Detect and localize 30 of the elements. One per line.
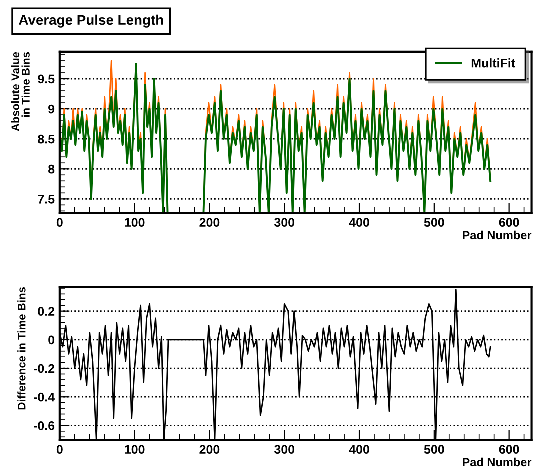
x-tick-label: 600 xyxy=(499,218,520,228)
y-tick-label: 0 xyxy=(48,336,55,345)
x-tick-label: 600 xyxy=(499,445,520,454)
x-tick-label: 0 xyxy=(56,218,63,228)
x-tick-label: 500 xyxy=(424,445,444,454)
x-tick-label: 200 xyxy=(200,445,220,454)
x-tick-label: 0 xyxy=(56,445,63,454)
y-tick-label: -0.2 xyxy=(34,364,55,374)
y-axis-title: Difference in Time Bins xyxy=(18,287,26,410)
x-tick-label: 300 xyxy=(274,218,295,228)
y-tick-label: 7.5 xyxy=(38,195,55,204)
y-tick-label: -0.4 xyxy=(34,392,55,402)
x-axis-title: Pad Number xyxy=(463,458,532,467)
chart-title: Average Pulse Length xyxy=(19,14,164,28)
y-tick-label: 8 xyxy=(48,164,55,174)
x-axis-title: Pad Number xyxy=(463,230,532,240)
x-tick-label: 400 xyxy=(349,445,370,454)
x-tick-label: 500 xyxy=(424,218,444,228)
x-tick-label: 100 xyxy=(125,218,145,228)
y-tick-label: -0.6 xyxy=(34,422,55,430)
y-tick-label: 9 xyxy=(48,104,55,114)
x-tick-label: 400 xyxy=(349,218,370,228)
legend-label: MultiFit xyxy=(472,58,516,68)
x-tick-label: 100 xyxy=(125,445,145,454)
x-tick-label: 300 xyxy=(274,445,295,454)
y-tick-label: 0.2 xyxy=(38,307,55,316)
x-tick-label: 200 xyxy=(200,218,220,228)
y-tick-label: 9.5 xyxy=(38,74,55,84)
y-axis-title: Absolute Value in Time Bins xyxy=(11,52,30,132)
y-tick-label: 8.5 xyxy=(38,134,55,144)
